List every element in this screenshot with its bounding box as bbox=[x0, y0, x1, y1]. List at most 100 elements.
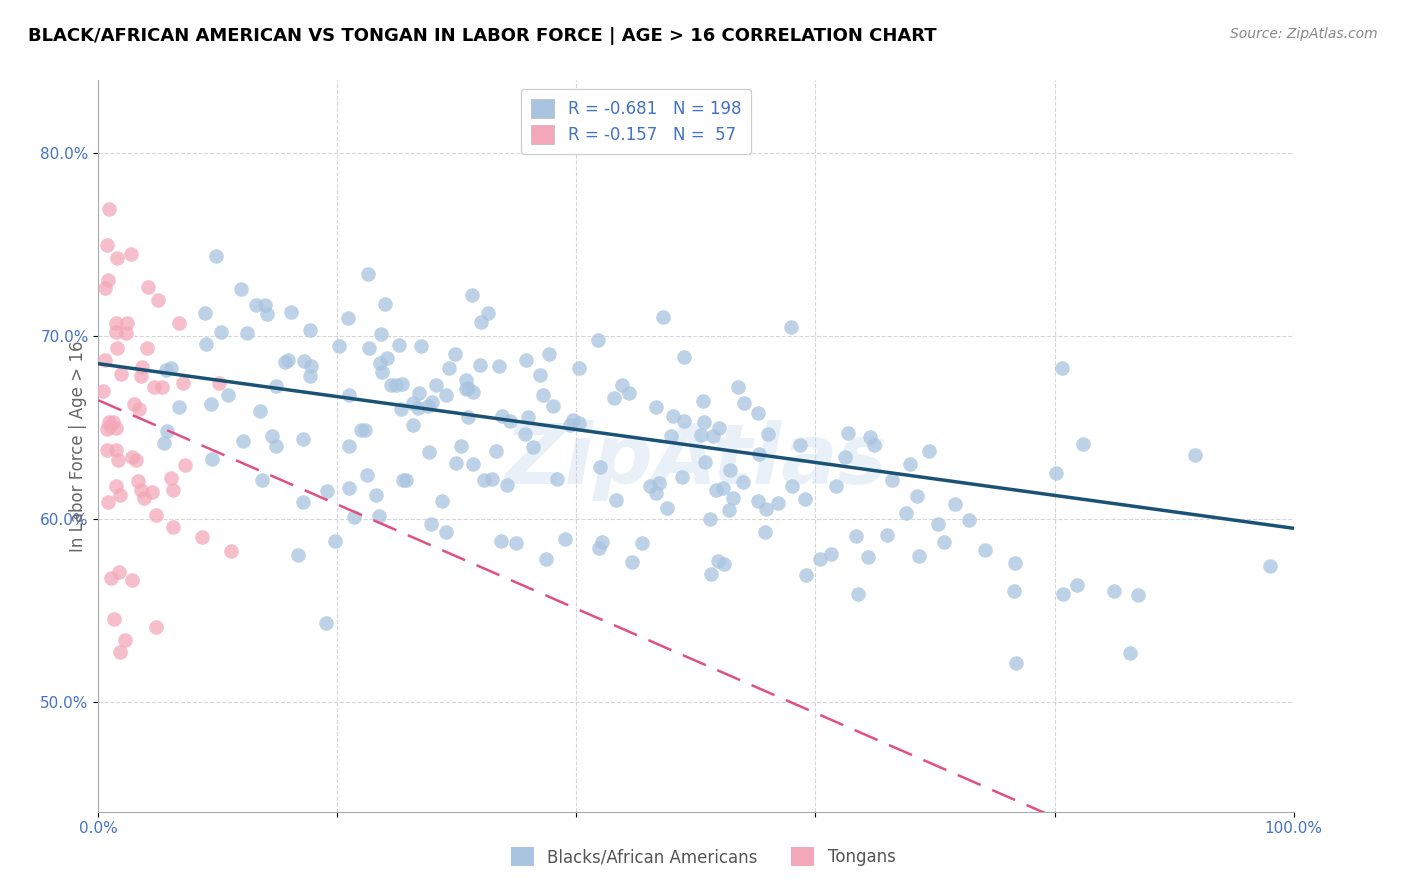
Point bbox=[789, 437, 811, 451]
Point bbox=[194, 305, 217, 319]
Point bbox=[672, 350, 695, 364]
Point bbox=[264, 379, 287, 393]
Point bbox=[444, 456, 467, 470]
Point bbox=[568, 416, 591, 430]
Point bbox=[1126, 588, 1149, 602]
Point bbox=[287, 548, 309, 562]
Point bbox=[260, 428, 283, 442]
Point bbox=[718, 463, 741, 477]
Point bbox=[105, 326, 128, 340]
Point bbox=[100, 571, 122, 585]
Point bbox=[856, 549, 879, 564]
Point bbox=[93, 281, 115, 295]
Point bbox=[108, 488, 131, 502]
Point bbox=[104, 421, 127, 435]
Point bbox=[200, 397, 222, 411]
Point bbox=[531, 387, 554, 401]
Point bbox=[316, 483, 339, 498]
Point bbox=[470, 358, 492, 372]
Point bbox=[337, 388, 360, 402]
Point bbox=[820, 547, 842, 561]
Point bbox=[273, 355, 295, 369]
Point bbox=[496, 478, 519, 492]
Point bbox=[343, 509, 366, 524]
Point bbox=[721, 491, 744, 506]
Point bbox=[754, 502, 776, 516]
Point bbox=[121, 573, 143, 587]
Point bbox=[546, 472, 568, 486]
Point bbox=[371, 365, 394, 379]
Point bbox=[160, 471, 183, 485]
Text: ZipAtlas: ZipAtlas bbox=[505, 420, 887, 501]
Point bbox=[437, 360, 460, 375]
Point bbox=[121, 450, 143, 465]
Point bbox=[98, 419, 121, 434]
Point bbox=[420, 395, 443, 409]
Point bbox=[908, 549, 931, 563]
Point bbox=[844, 529, 866, 543]
Point bbox=[353, 423, 375, 437]
Point bbox=[256, 307, 278, 321]
Point bbox=[707, 421, 730, 435]
Point bbox=[418, 444, 440, 458]
Point bbox=[277, 353, 299, 368]
Point bbox=[1104, 584, 1126, 599]
Point bbox=[195, 336, 218, 351]
Point bbox=[586, 333, 609, 347]
Point bbox=[1004, 556, 1026, 570]
Point bbox=[131, 369, 153, 384]
Point bbox=[974, 543, 997, 558]
Point bbox=[208, 376, 231, 391]
Point bbox=[191, 530, 214, 544]
Point bbox=[472, 473, 495, 487]
Point bbox=[554, 532, 576, 546]
Point bbox=[588, 541, 610, 556]
Point bbox=[97, 202, 120, 217]
Point bbox=[96, 237, 118, 252]
Point bbox=[702, 428, 724, 442]
Point bbox=[568, 360, 591, 375]
Point bbox=[713, 557, 735, 571]
Point bbox=[107, 341, 129, 355]
Point bbox=[457, 409, 479, 424]
Point bbox=[957, 513, 980, 527]
Point bbox=[141, 485, 163, 500]
Point bbox=[859, 430, 882, 444]
Point bbox=[385, 378, 408, 392]
Point bbox=[515, 353, 537, 368]
Point bbox=[408, 386, 430, 401]
Point bbox=[104, 479, 127, 493]
Point bbox=[717, 503, 740, 517]
Point bbox=[898, 458, 921, 472]
Point bbox=[252, 473, 274, 487]
Point bbox=[350, 423, 373, 437]
Point bbox=[918, 444, 941, 458]
Point bbox=[370, 327, 392, 342]
Point bbox=[589, 459, 612, 474]
Point bbox=[516, 410, 538, 425]
Point bbox=[395, 473, 418, 487]
Point bbox=[1258, 559, 1281, 574]
Point bbox=[103, 612, 125, 626]
Point bbox=[457, 381, 479, 395]
Point bbox=[162, 520, 184, 534]
Point bbox=[391, 376, 413, 391]
Point bbox=[706, 483, 728, 497]
Point bbox=[461, 288, 484, 302]
Point bbox=[932, 535, 955, 549]
Point bbox=[434, 525, 457, 540]
Point bbox=[98, 415, 121, 429]
Point bbox=[488, 359, 510, 373]
Point bbox=[794, 568, 817, 582]
Point bbox=[692, 394, 714, 409]
Point bbox=[205, 249, 228, 263]
Point bbox=[280, 305, 302, 319]
Point bbox=[299, 323, 322, 337]
Point bbox=[328, 339, 350, 353]
Point bbox=[115, 326, 138, 340]
Point bbox=[229, 282, 252, 296]
Point bbox=[392, 473, 415, 487]
Point bbox=[605, 492, 627, 507]
Point bbox=[444, 347, 467, 361]
Point bbox=[591, 535, 613, 549]
